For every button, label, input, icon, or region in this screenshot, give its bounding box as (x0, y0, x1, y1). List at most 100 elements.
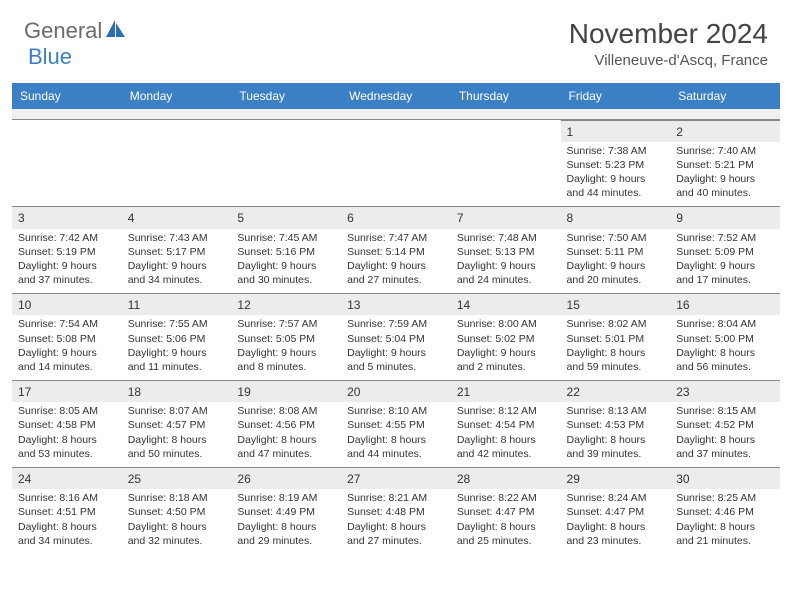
sunrise: Sunrise: 8:00 AM (457, 317, 555, 331)
sunset: Sunset: 5:00 PM (676, 332, 774, 346)
sunset: Sunset: 4:46 PM (676, 505, 774, 519)
sunrise: Sunrise: 8:12 AM (457, 404, 555, 418)
daylight: Daylight: 8 hours and 44 minutes. (347, 433, 445, 461)
day-body: Sunrise: 7:57 AMSunset: 5:05 PMDaylight:… (231, 315, 341, 380)
sunrise: Sunrise: 8:13 AM (567, 404, 665, 418)
sunset: Sunset: 4:51 PM (18, 505, 116, 519)
day-number: 26 (231, 467, 341, 489)
day-body: Sunrise: 8:00 AMSunset: 5:02 PMDaylight:… (451, 315, 561, 380)
calendar-cell: 7Sunrise: 7:48 AMSunset: 5:13 PMDaylight… (451, 206, 561, 293)
sunrise: Sunrise: 7:54 AM (18, 317, 116, 331)
sunset: Sunset: 4:57 PM (128, 418, 226, 432)
sunset: Sunset: 4:54 PM (457, 418, 555, 432)
day-number: 22 (561, 380, 671, 402)
calendar-week: 1Sunrise: 7:38 AMSunset: 5:23 PMDaylight… (12, 119, 780, 206)
daylight: Daylight: 8 hours and 27 minutes. (347, 520, 445, 548)
daylight: Daylight: 9 hours and 8 minutes. (237, 346, 335, 374)
day-number: 8 (561, 206, 671, 228)
day-body: Sunrise: 8:12 AMSunset: 4:54 PMDaylight:… (451, 402, 561, 467)
day-body: Sunrise: 8:18 AMSunset: 4:50 PMDaylight:… (122, 489, 232, 554)
weekday-header: Tuesday (231, 83, 341, 109)
day-number: 10 (12, 293, 122, 315)
logo-text-gray: General (24, 18, 102, 44)
day-body: Sunrise: 8:05 AMSunset: 4:58 PMDaylight:… (12, 402, 122, 467)
day-body: Sunrise: 7:52 AMSunset: 5:09 PMDaylight:… (670, 229, 780, 294)
sunset: Sunset: 5:23 PM (567, 158, 665, 172)
calendar-week: 10Sunrise: 7:54 AMSunset: 5:08 PMDayligh… (12, 293, 780, 380)
sunset: Sunset: 4:58 PM (18, 418, 116, 432)
sunrise: Sunrise: 7:59 AM (347, 317, 445, 331)
calendar-table: SundayMondayTuesdayWednesdayThursdayFrid… (12, 83, 780, 554)
sunset: Sunset: 5:04 PM (347, 332, 445, 346)
day-number: 2 (670, 120, 780, 142)
weekday-header: Saturday (670, 83, 780, 109)
day-body: Sunrise: 8:02 AMSunset: 5:01 PMDaylight:… (561, 315, 671, 380)
sunrise: Sunrise: 8:22 AM (457, 491, 555, 505)
daylight: Daylight: 9 hours and 24 minutes. (457, 259, 555, 287)
day-body: Sunrise: 8:24 AMSunset: 4:47 PMDaylight:… (561, 489, 671, 554)
sunrise: Sunrise: 7:57 AM (237, 317, 335, 331)
sunset: Sunset: 4:47 PM (567, 505, 665, 519)
sunrise: Sunrise: 8:16 AM (18, 491, 116, 505)
calendar-cell: 12Sunrise: 7:57 AMSunset: 5:05 PMDayligh… (231, 293, 341, 380)
location: Villeneuve-d'Ascq, France (569, 52, 768, 69)
weekday-header: Monday (122, 83, 232, 109)
daylight: Daylight: 9 hours and 44 minutes. (567, 172, 665, 200)
day-body: Sunrise: 7:45 AMSunset: 5:16 PMDaylight:… (231, 229, 341, 294)
day-number: 9 (670, 206, 780, 228)
day-number: 12 (231, 293, 341, 315)
calendar-cell: 18Sunrise: 8:07 AMSunset: 4:57 PMDayligh… (122, 380, 232, 467)
sunset: Sunset: 4:48 PM (347, 505, 445, 519)
day-body: Sunrise: 7:55 AMSunset: 5:06 PMDaylight:… (122, 315, 232, 380)
day-body: Sunrise: 7:54 AMSunset: 5:08 PMDaylight:… (12, 315, 122, 380)
sunset: Sunset: 5:01 PM (567, 332, 665, 346)
day-number: 14 (451, 293, 561, 315)
day-number: 5 (231, 206, 341, 228)
calendar-cell: 13Sunrise: 7:59 AMSunset: 5:04 PMDayligh… (341, 293, 451, 380)
day-number: 3 (12, 206, 122, 228)
sunrise: Sunrise: 8:21 AM (347, 491, 445, 505)
calendar-cell: 4Sunrise: 7:43 AMSunset: 5:17 PMDaylight… (122, 206, 232, 293)
day-number: 16 (670, 293, 780, 315)
calendar-cell: 28Sunrise: 8:22 AMSunset: 4:47 PMDayligh… (451, 467, 561, 554)
day-number: 29 (561, 467, 671, 489)
sunrise: Sunrise: 8:08 AM (237, 404, 335, 418)
daylight: Daylight: 8 hours and 34 minutes. (18, 520, 116, 548)
sunrise: Sunrise: 7:40 AM (676, 144, 774, 158)
daylight: Daylight: 8 hours and 21 minutes. (676, 520, 774, 548)
day-number: 4 (122, 206, 232, 228)
calendar-cell: 30Sunrise: 8:25 AMSunset: 4:46 PMDayligh… (670, 467, 780, 554)
day-number: 24 (12, 467, 122, 489)
calendar-cell: 6Sunrise: 7:47 AMSunset: 5:14 PMDaylight… (341, 206, 451, 293)
calendar-cell: 2Sunrise: 7:40 AMSunset: 5:21 PMDaylight… (670, 119, 780, 206)
weekday-header: Thursday (451, 83, 561, 109)
daylight: Daylight: 8 hours and 25 minutes. (457, 520, 555, 548)
month-title: November 2024 (569, 18, 768, 50)
day-body: Sunrise: 8:13 AMSunset: 4:53 PMDaylight:… (561, 402, 671, 467)
calendar-cell: 16Sunrise: 8:04 AMSunset: 5:00 PMDayligh… (670, 293, 780, 380)
sunset: Sunset: 5:21 PM (676, 158, 774, 172)
sunrise: Sunrise: 8:18 AM (128, 491, 226, 505)
calendar-cell: 19Sunrise: 8:08 AMSunset: 4:56 PMDayligh… (231, 380, 341, 467)
calendar-header: SundayMondayTuesdayWednesdayThursdayFrid… (12, 83, 780, 109)
logo-blue-row: Blue (28, 44, 72, 70)
calendar-cell: 17Sunrise: 8:05 AMSunset: 4:58 PMDayligh… (12, 380, 122, 467)
daylight: Daylight: 9 hours and 27 minutes. (347, 259, 445, 287)
day-number: 20 (341, 380, 451, 402)
day-number: 23 (670, 380, 780, 402)
daylight: Daylight: 8 hours and 50 minutes. (128, 433, 226, 461)
weekday-header: Sunday (12, 83, 122, 109)
sunset: Sunset: 5:06 PM (128, 332, 226, 346)
daylight: Daylight: 9 hours and 14 minutes. (18, 346, 116, 374)
sunrise: Sunrise: 8:24 AM (567, 491, 665, 505)
sunset: Sunset: 4:53 PM (567, 418, 665, 432)
sunset: Sunset: 5:02 PM (457, 332, 555, 346)
day-number: 6 (341, 206, 451, 228)
daylight: Daylight: 9 hours and 5 minutes. (347, 346, 445, 374)
day-number: 30 (670, 467, 780, 489)
calendar-cell: 26Sunrise: 8:19 AMSunset: 4:49 PMDayligh… (231, 467, 341, 554)
calendar-cell: 24 Sunrise: 8:16 AMSunset: 4:51 PMDayligh… (12, 467, 122, 554)
daylight: Daylight: 8 hours and 32 minutes. (128, 520, 226, 548)
daylight: Daylight: 8 hours and 23 minutes. (567, 520, 665, 548)
day-body: Sunrise: 8:04 AMSunset: 5:00 PMDaylight:… (670, 315, 780, 380)
